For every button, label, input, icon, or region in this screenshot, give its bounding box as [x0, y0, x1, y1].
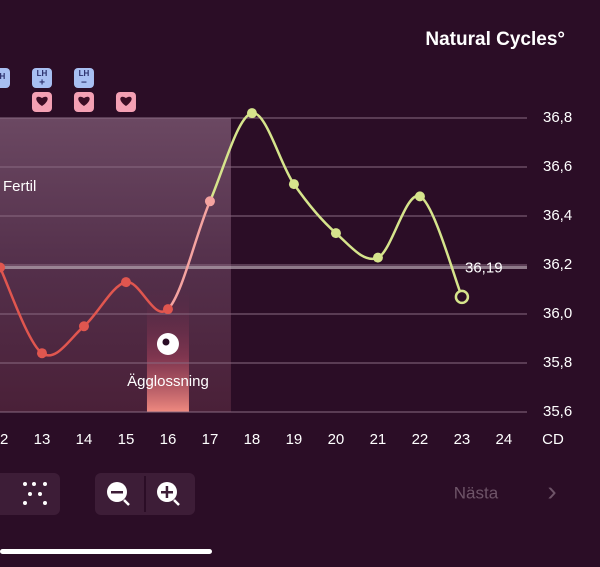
y-tick-label: 35,8	[543, 354, 572, 371]
temperature-line	[292, 183, 337, 235]
lh-label: LH	[37, 69, 48, 78]
lh-badge	[73, 68, 94, 88]
x-tick-label: 13	[34, 431, 51, 448]
temperature-point	[454, 289, 470, 305]
next-button[interactable]: Nästa	[454, 483, 499, 502]
app-title: Natural Cycles°	[425, 29, 565, 50]
dots-icon	[23, 482, 47, 505]
x-axis-label: CD	[542, 431, 564, 448]
x-tick-label: 18	[244, 431, 261, 448]
x-tick-label: 20	[328, 431, 345, 448]
y-tick-label: 35,6	[543, 403, 572, 420]
y-tick-label: 36,8	[543, 109, 572, 126]
zoom-out[interactable]	[107, 482, 130, 506]
temperature-point	[330, 228, 341, 239]
temperature-point	[162, 304, 173, 315]
temperature-point	[246, 108, 257, 119]
y-tick-label: 36,6	[543, 158, 572, 175]
x-tick-label: 16	[160, 431, 177, 448]
temperature-point	[414, 191, 425, 202]
temperature-line	[167, 200, 212, 310]
lh-badge	[31, 68, 52, 88]
temperature-line	[208, 111, 253, 202]
zoom-in[interactable]	[157, 482, 180, 506]
x-tick-label: 14	[76, 431, 93, 448]
chart: Fertil Ägglossning 35,6 35,8 36,0 36,2 36,4 36,…	[0, 68, 572, 448]
toolbar: Nästa ›	[0, 473, 557, 515]
x-tick-label: 24	[496, 431, 513, 448]
heart-icon	[120, 96, 132, 106]
reference-label: 36,19	[465, 259, 503, 276]
x-tick-label: 21	[370, 431, 387, 448]
temperature-line	[0, 266, 43, 355]
ovulation-label: Ägglossning	[127, 373, 209, 390]
x-tick-label: 23	[454, 431, 471, 448]
temperature-point	[78, 321, 89, 332]
home-indicator	[0, 549, 212, 554]
temperature-point	[36, 348, 47, 359]
temperature-point	[372, 252, 383, 263]
lh-badge	[0, 68, 10, 88]
next-chevron[interactable]: ›	[547, 475, 556, 506]
temperature-point	[288, 179, 299, 190]
fertile-label: Fertil	[3, 178, 36, 195]
lh-label: LH	[79, 69, 90, 78]
ovulation-icon-dot	[162, 338, 170, 346]
temperature-line	[419, 195, 464, 298]
x-tick-label: 12	[0, 431, 8, 448]
x-tick-label: 15	[118, 431, 135, 448]
heart-icon	[78, 96, 90, 106]
x-tick-label: 17	[202, 431, 219, 448]
lh-sign: −	[81, 78, 87, 89]
y-tick-label: 36,0	[543, 305, 572, 322]
heart-icon	[36, 96, 48, 106]
temperature-point	[120, 277, 131, 288]
lh-label: LH	[0, 72, 6, 81]
y-tick-label: 36,2	[543, 256, 572, 273]
lh-sign: +	[39, 78, 45, 89]
y-tick-label: 36,4	[543, 207, 572, 224]
x-tick-label: 22	[412, 431, 429, 448]
temperature-point	[204, 196, 215, 207]
x-tick-label: 19	[286, 431, 303, 448]
temperature-point	[0, 262, 5, 273]
